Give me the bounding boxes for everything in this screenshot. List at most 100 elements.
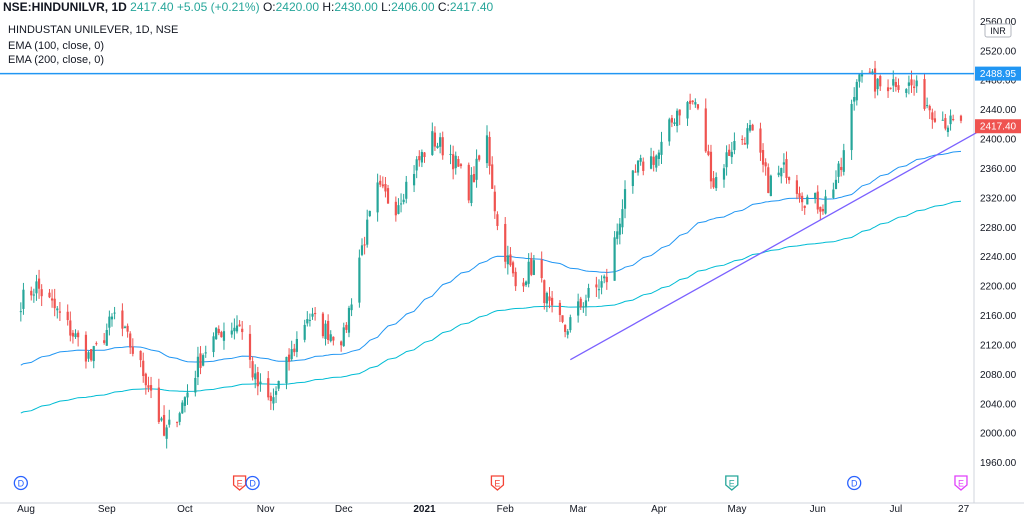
candle[interactable] bbox=[251, 356, 254, 381]
candle[interactable] bbox=[746, 123, 749, 149]
candle[interactable] bbox=[105, 323, 108, 346]
candle[interactable] bbox=[587, 283, 590, 302]
candle[interactable] bbox=[540, 251, 543, 283]
candle[interactable] bbox=[215, 327, 218, 340]
candle[interactable] bbox=[142, 352, 145, 383]
candle[interactable] bbox=[285, 356, 288, 390]
candle[interactable] bbox=[803, 205, 806, 215]
candle[interactable] bbox=[488, 131, 491, 175]
candle[interactable] bbox=[129, 331, 132, 354]
candle[interactable] bbox=[636, 159, 640, 176]
candle[interactable] bbox=[431, 122, 434, 156]
candle[interactable] bbox=[459, 163, 463, 169]
candle[interactable] bbox=[56, 306, 59, 319]
candle[interactable] bbox=[728, 144, 731, 156]
candle[interactable] bbox=[931, 108, 934, 129]
candle[interactable] bbox=[71, 330, 75, 344]
candle[interactable] bbox=[256, 366, 259, 396]
candle[interactable] bbox=[952, 114, 955, 122]
candle[interactable] bbox=[238, 320, 241, 327]
candle[interactable] bbox=[168, 409, 171, 428]
candle[interactable] bbox=[441, 131, 444, 160]
candle[interactable] bbox=[543, 279, 546, 310]
candle[interactable] bbox=[741, 135, 744, 145]
candle[interactable] bbox=[183, 396, 187, 413]
earnings-marker[interactable]: E bbox=[232, 475, 247, 491]
candle[interactable] bbox=[493, 185, 496, 219]
candle[interactable] bbox=[733, 132, 736, 155]
candle[interactable] bbox=[545, 291, 548, 313]
candle[interactable] bbox=[222, 322, 226, 350]
candle[interactable] bbox=[19, 302, 22, 322]
candle[interactable] bbox=[342, 322, 345, 347]
candle[interactable] bbox=[467, 162, 470, 204]
candle[interactable] bbox=[202, 353, 205, 367]
candle[interactable] bbox=[764, 158, 767, 176]
candle[interactable] bbox=[959, 114, 963, 124]
candle[interactable] bbox=[840, 157, 843, 177]
candle[interactable] bbox=[564, 324, 567, 338]
candle[interactable] bbox=[74, 329, 77, 339]
candle[interactable] bbox=[358, 249, 361, 308]
candle[interactable] bbox=[121, 303, 124, 337]
candle[interactable] bbox=[780, 167, 783, 184]
candle[interactable] bbox=[850, 99, 853, 160]
candle[interactable] bbox=[37, 269, 41, 299]
candle[interactable] bbox=[509, 247, 512, 267]
candle[interactable] bbox=[837, 161, 840, 184]
candle[interactable] bbox=[686, 100, 689, 126]
candle[interactable] bbox=[50, 289, 54, 308]
candle[interactable] bbox=[230, 322, 233, 338]
candle[interactable] bbox=[217, 325, 220, 336]
candle[interactable] bbox=[751, 123, 754, 131]
candle[interactable] bbox=[449, 144, 452, 165]
candle[interactable] bbox=[87, 351, 90, 362]
candle[interactable] bbox=[287, 348, 291, 371]
candle[interactable] bbox=[306, 311, 309, 327]
candle[interactable] bbox=[928, 104, 931, 120]
candle[interactable] bbox=[613, 231, 616, 281]
candle[interactable] bbox=[527, 253, 530, 288]
candle[interactable] bbox=[402, 193, 405, 205]
earnings-marker[interactable]: E bbox=[490, 475, 505, 491]
candle[interactable] bbox=[907, 75, 910, 95]
candle[interactable] bbox=[123, 325, 127, 329]
candle[interactable] bbox=[144, 372, 147, 395]
candle[interactable] bbox=[894, 76, 897, 92]
candle[interactable] bbox=[108, 310, 111, 336]
candle[interactable] bbox=[569, 314, 572, 333]
candle[interactable] bbox=[436, 142, 439, 149]
candle[interactable] bbox=[131, 338, 134, 357]
candle[interactable] bbox=[368, 210, 371, 218]
candle[interactable] bbox=[363, 236, 366, 255]
candle[interactable] bbox=[418, 150, 421, 167]
candle[interactable] bbox=[584, 294, 588, 317]
candle[interactable] bbox=[126, 323, 129, 338]
candle[interactable] bbox=[340, 340, 343, 352]
candle[interactable] bbox=[691, 100, 694, 105]
candle[interactable] bbox=[386, 184, 390, 204]
candle[interactable] bbox=[360, 238, 364, 257]
candle[interactable] bbox=[941, 111, 944, 121]
candle[interactable] bbox=[379, 175, 382, 188]
candle[interactable] bbox=[709, 144, 713, 189]
candle[interactable] bbox=[504, 217, 507, 269]
candle[interactable] bbox=[777, 165, 780, 178]
candle[interactable] bbox=[855, 79, 858, 106]
candle[interactable] bbox=[795, 174, 799, 200]
candle[interactable] bbox=[639, 154, 642, 166]
candle[interactable] bbox=[561, 315, 564, 324]
candle[interactable] bbox=[433, 126, 437, 151]
candle[interactable] bbox=[329, 330, 332, 343]
candle[interactable] bbox=[767, 163, 770, 194]
candle[interactable] bbox=[873, 60, 877, 99]
candle[interactable] bbox=[926, 97, 929, 109]
candle[interactable] bbox=[623, 180, 627, 219]
candle[interactable] bbox=[621, 199, 624, 235]
candle[interactable] bbox=[69, 311, 72, 342]
candle[interactable] bbox=[324, 320, 327, 346]
candle[interactable] bbox=[259, 373, 262, 392]
symbol-name[interactable]: NSE:HINDUNILVR, 1D bbox=[3, 0, 127, 14]
candle[interactable] bbox=[475, 149, 478, 188]
